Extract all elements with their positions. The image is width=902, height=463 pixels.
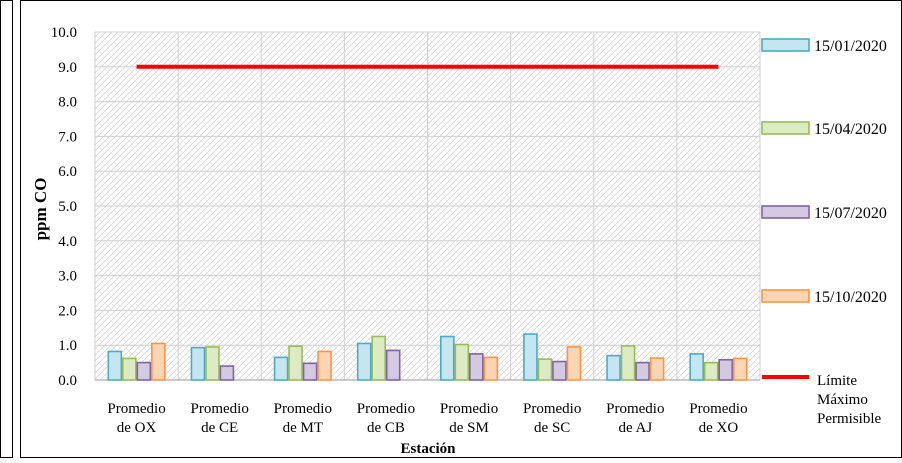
bar — [606, 354, 621, 381]
legend-swatch — [761, 205, 810, 219]
bar — [635, 361, 650, 381]
bar — [190, 346, 206, 381]
y-tick-label: 4.0 — [58, 234, 77, 250]
x-tick-labels: Promedio de OX Promedio de CE Promedio de MT P… — [107, 401, 747, 436]
left-panel-border — [0, 0, 13, 458]
bar — [523, 333, 538, 381]
bar — [454, 343, 470, 381]
bar — [371, 335, 386, 381]
bar — [219, 365, 235, 381]
bar — [136, 361, 152, 381]
x-tick-label: Promedio — [107, 401, 165, 417]
bar — [469, 353, 484, 381]
x-tick-label: Promedio — [689, 401, 747, 417]
legend-swatch — [761, 289, 810, 303]
y-tick-label: 6.0 — [58, 164, 77, 180]
x-tick-label: de XO — [699, 420, 739, 436]
y-tick-label: 10.0 — [51, 25, 77, 41]
x-tick-label: de OX — [117, 420, 157, 436]
x-tick-label: de AJ — [618, 420, 652, 436]
bar — [151, 342, 166, 381]
bar — [703, 361, 719, 381]
y-axis-label: ppm CO — [31, 178, 50, 241]
x-tick-label: de MT — [283, 420, 323, 436]
bar — [440, 335, 455, 381]
y-tick-label: 5.0 — [58, 199, 77, 215]
bar — [620, 345, 636, 381]
y-tick-labels: 0.0 1.0 2.0 3.0 4.0 5.0 6.0 7.0 8.0 9.0 10.0 — [51, 25, 77, 389]
legend-label-reference: Permisible — [817, 411, 882, 427]
y-tick-label: 9.0 — [58, 60, 77, 76]
x-tick-label: Promedio — [606, 401, 664, 417]
x-tick-label: Promedio — [440, 401, 498, 417]
bar — [566, 346, 582, 381]
bar — [273, 356, 289, 381]
legend-label: 15/04/2020 — [814, 121, 887, 138]
legend-label: 15/01/2020 — [814, 38, 887, 55]
legend-label: 15/07/2020 — [814, 205, 887, 222]
bar — [483, 356, 499, 381]
legend-swatch — [761, 121, 810, 135]
y-tick-label: 2.0 — [58, 303, 77, 319]
x-tick-label: de SM — [449, 420, 489, 436]
legend-label-reference: Límite — [817, 373, 857, 389]
bar — [205, 346, 220, 381]
bar — [317, 350, 332, 381]
bar — [107, 350, 123, 381]
bar — [718, 359, 733, 381]
legend-label-reference: Máximo — [817, 392, 868, 408]
y-tick-label: 1.0 — [58, 338, 77, 354]
legend-swatch — [761, 38, 810, 52]
bar — [689, 353, 704, 381]
bar — [122, 357, 137, 381]
x-tick-label: de CB — [367, 420, 405, 436]
bars — [107, 333, 748, 381]
y-tick-label: 7.0 — [58, 129, 77, 145]
x-tick-label: Promedio — [191, 401, 249, 417]
x-tick-label: Promedio — [357, 401, 415, 417]
bar — [356, 342, 372, 381]
x-tick-label: de SC — [534, 420, 570, 436]
x-tick-label: Promedio — [523, 401, 581, 417]
bar — [385, 349, 401, 381]
x-tick-label: de CE — [201, 420, 238, 436]
bar — [552, 360, 567, 381]
bar — [732, 357, 748, 381]
y-tick-label: 3.0 — [58, 269, 77, 285]
x-axis-label: Estación — [400, 441, 456, 457]
bar — [288, 345, 303, 381]
legend: 15/01/2020 15/04/2020 15/07/2020 15/10/2020… — [761, 38, 887, 427]
y-tick-label: 0.0 — [58, 373, 77, 389]
bar — [302, 362, 318, 381]
bar — [649, 357, 665, 381]
bar — [537, 358, 553, 381]
y-tick-label: 8.0 — [58, 95, 77, 111]
legend-label: 15/10/2020 — [814, 289, 887, 306]
x-tick-label: Promedio — [274, 401, 332, 417]
